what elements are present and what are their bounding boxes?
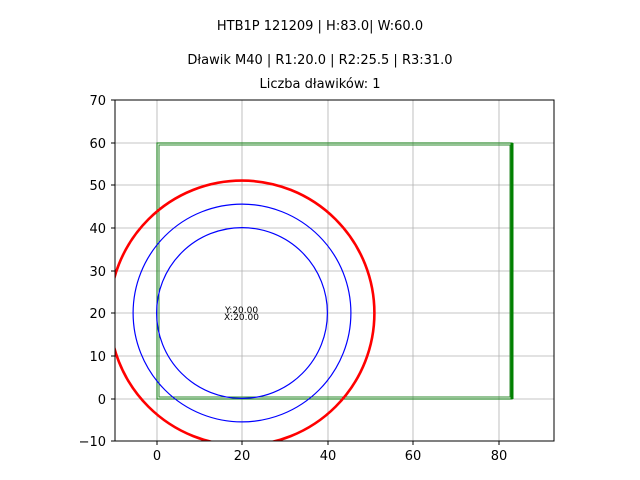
x-tick-label: 20 bbox=[234, 449, 251, 464]
grid bbox=[115, 100, 554, 441]
chart-title-line-1: HTB1P 121209 | H:83.0| W:60.0 bbox=[216, 19, 424, 34]
y-tick-label: 40 bbox=[89, 222, 106, 237]
x-tick-label: 40 bbox=[320, 449, 337, 464]
chart-title-line-2: Dławik M40 | R1:20.0 | R2:25.5 | R3:31.0 bbox=[187, 53, 453, 68]
y-tick-label: 10 bbox=[89, 350, 106, 365]
y-tick-label: 50 bbox=[89, 179, 106, 194]
y-tick-label: 30 bbox=[89, 265, 106, 280]
circle-r1 bbox=[156, 227, 329, 400]
x-tick-label: 80 bbox=[491, 449, 508, 464]
y-tick-label: −10 bbox=[79, 435, 106, 450]
x-tick-label: 60 bbox=[405, 449, 422, 464]
y-axis bbox=[111, 99, 115, 442]
chart-title-line-3: Liczba dławików: 1 bbox=[259, 77, 381, 92]
circle-r2 bbox=[132, 203, 352, 423]
y-tick-label: 70 bbox=[89, 94, 106, 109]
axes-frame bbox=[114, 99, 555, 442]
y-tick-label: 0 bbox=[98, 393, 106, 408]
y-tick-label: 20 bbox=[89, 307, 106, 322]
circle-r3 bbox=[115, 179, 376, 441]
annotation-y: Y:20.00 bbox=[224, 306, 258, 316]
annotation-x: X:20.00 bbox=[224, 313, 259, 323]
x-axis bbox=[156, 441, 500, 445]
y-tick-label: 60 bbox=[89, 137, 106, 152]
enclosure-rect-inner bbox=[158, 144, 511, 398]
x-tick-label: 0 bbox=[153, 449, 161, 464]
